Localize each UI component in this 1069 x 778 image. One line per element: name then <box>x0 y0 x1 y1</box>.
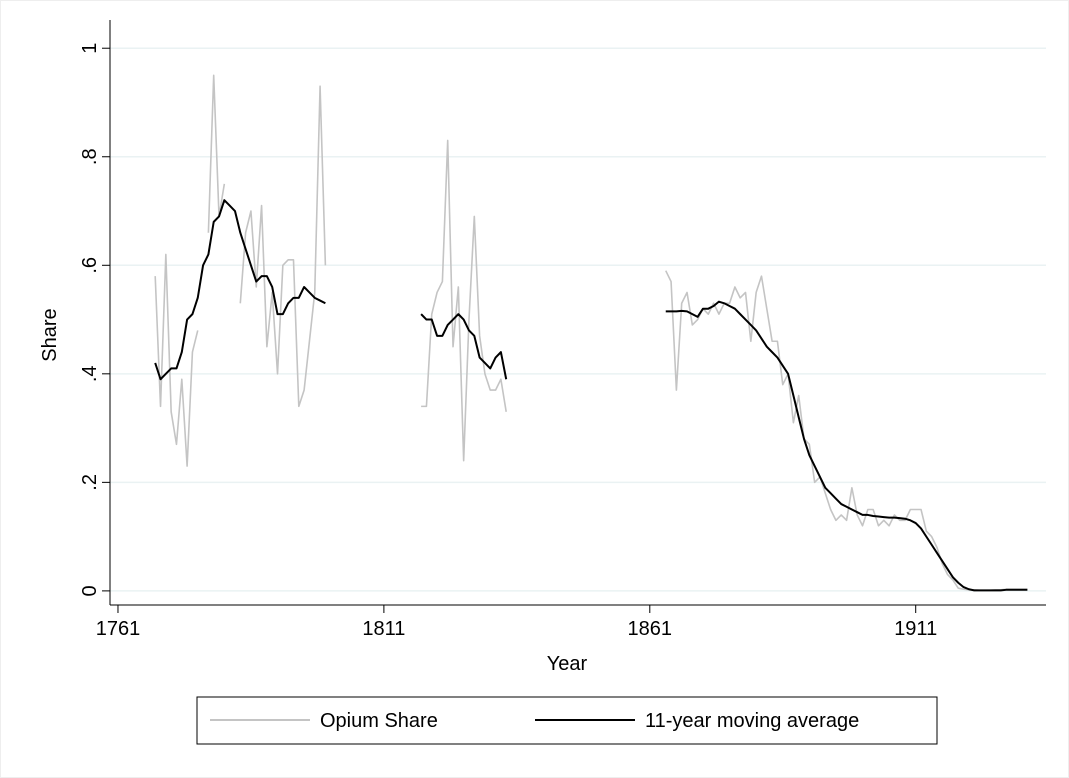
legend-label: 11-year moving average <box>645 710 859 732</box>
y-tick-label: 1 <box>79 43 101 54</box>
y-axis-title: Share <box>39 308 61 361</box>
series-line <box>154 199 1028 592</box>
y-tick-label: .4 <box>79 365 101 382</box>
series-line <box>154 74 1028 592</box>
y-tick-label: .8 <box>79 148 101 165</box>
y-tick-label: 0 <box>79 585 101 596</box>
y-tick-label: .6 <box>79 257 101 274</box>
y-tick-label: .2 <box>79 474 101 491</box>
x-axis-title: Year <box>547 653 588 675</box>
x-tick-label: 1861 <box>628 618 673 640</box>
x-tick-label: 1811 <box>362 618 405 640</box>
x-tick-label: 1911 <box>894 618 937 640</box>
legend-label: Opium Share <box>320 710 438 732</box>
x-tick-label: 1761 <box>96 618 141 640</box>
